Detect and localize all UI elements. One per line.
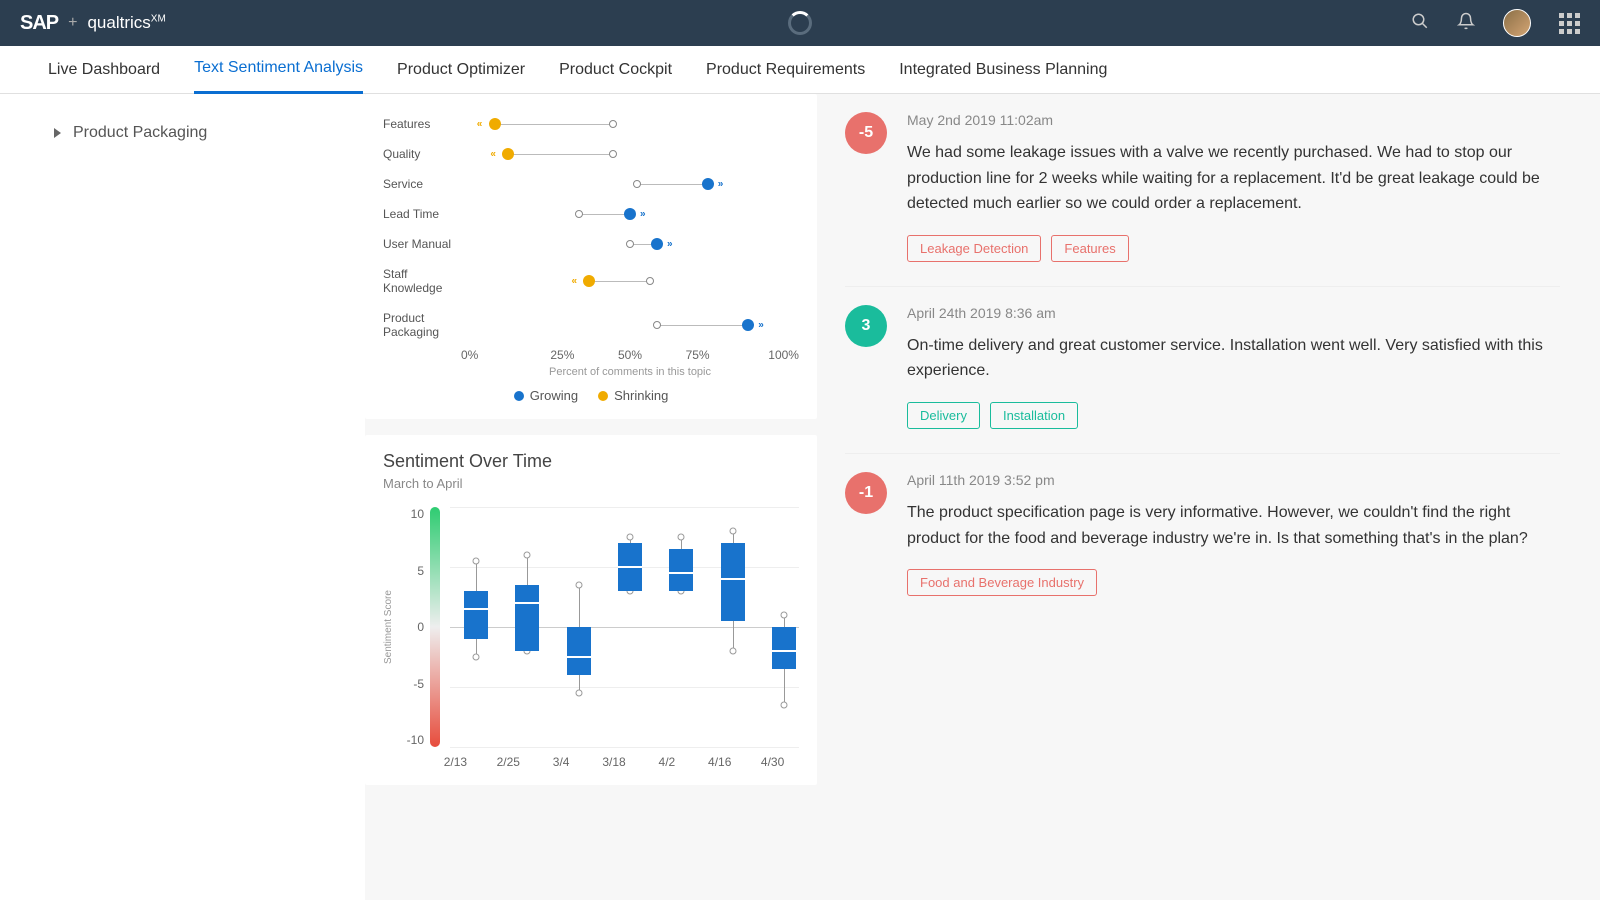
comment-date: April 11th 2019 3:52 pm	[907, 472, 1560, 488]
tab-integrated-business-planning[interactable]: Integrated Business Planning	[899, 46, 1107, 94]
sidebar: Product Packaging	[0, 94, 365, 900]
dotchart-xaxis-label: Percent of comments in this topic	[461, 366, 799, 378]
nav-tabs: Live Dashboard Text Sentiment Analysis Pro…	[0, 46, 1600, 94]
sentiment-over-time-chart: Sentiment Over Time March to April Senti…	[365, 435, 817, 785]
comment-text: The product specification page is very i…	[907, 500, 1560, 551]
qualtrics-logo: qualtricsXM	[87, 13, 165, 33]
dotchart-row-label: Lead Time	[383, 207, 461, 221]
tag[interactable]: Delivery	[907, 402, 980, 429]
dotchart-row: User Manual»	[383, 230, 799, 258]
dotchart-row-label: Features	[383, 117, 461, 131]
comment-text: We had some leakage issues with a valve …	[907, 140, 1560, 217]
dotchart-row-label: Service	[383, 177, 461, 191]
boxplot-box	[772, 627, 796, 669]
tab-product-cockpit[interactable]: Product Cockpit	[559, 46, 672, 94]
comment-tags: Leakage Detection Features	[907, 235, 1560, 262]
dotchart-legend: Growing Shrinking	[383, 388, 799, 403]
sentiment-subtitle: March to April	[383, 476, 799, 491]
search-icon[interactable]	[1411, 12, 1429, 35]
sentiment-plot	[450, 507, 799, 747]
header-actions	[1411, 9, 1580, 37]
brand-plus: +	[68, 14, 77, 32]
brand-block: SAP + qualtricsXM	[20, 12, 166, 35]
dotchart-row: Service»	[383, 170, 799, 198]
user-avatar[interactable]	[1503, 9, 1531, 37]
dotchart-row: Features«	[383, 110, 799, 138]
boxplot-box	[464, 591, 488, 639]
topic-trend-chart: Features«Quality«Service»Lead Time»User …	[365, 94, 817, 419]
tab-live-dashboard[interactable]: Live Dashboard	[48, 46, 160, 94]
tab-product-requirements[interactable]: Product Requirements	[706, 46, 865, 94]
dotchart-row: Quality«	[383, 140, 799, 168]
comment-item: -5 May 2nd 2019 11:02am We had some leakag…	[845, 94, 1560, 287]
dotchart-xaxis: 0%25%50%75%100%	[461, 348, 799, 362]
boxplot-box	[515, 585, 539, 651]
comment-text: On-time delivery and great customer serv…	[907, 333, 1560, 384]
app-header: SAP + qualtricsXM	[0, 0, 1600, 46]
comment-tags: Delivery Installation	[907, 402, 1560, 429]
boxplot-box	[567, 627, 591, 675]
dotchart-row-label: Product Packaging	[383, 311, 461, 340]
sentiment-xaxis: 2/132/253/43/184/24/164/30	[429, 755, 799, 769]
dotchart-row: Lead Time»	[383, 200, 799, 228]
comments-list: -5 May 2nd 2019 11:02am We had some leakag…	[845, 94, 1600, 900]
sentiment-score-badge: -1	[845, 472, 887, 514]
comment-item: 3 April 24th 2019 8:36 am On-time delivery…	[845, 287, 1560, 454]
dotchart-row: Staff Knowledge«	[383, 260, 799, 302]
comment-item: -1 April 11th 2019 3:52 pm The product spe…	[845, 454, 1560, 620]
sentiment-gradient	[430, 507, 440, 747]
dotchart-track: »	[461, 200, 799, 228]
tag[interactable]: Leakage Detection	[907, 235, 1041, 262]
legend-item: Growing	[514, 388, 578, 403]
tag[interactable]: Food and Beverage Industry	[907, 569, 1097, 596]
sentiment-yaxis-label: Sentiment Score	[383, 507, 394, 747]
sentiment-score-badge: -5	[845, 112, 887, 154]
sidebar-item-label: Product Packaging	[73, 124, 207, 142]
apps-icon[interactable]	[1559, 13, 1580, 34]
sentiment-yaxis: 1050-5-10	[400, 507, 424, 747]
comment-tags: Food and Beverage Industry	[907, 569, 1560, 596]
bell-icon[interactable]	[1457, 12, 1475, 35]
dotchart-row: Product Packaging»	[383, 304, 799, 346]
dotchart-row-label: Quality	[383, 147, 461, 161]
dotchart-track: «	[461, 260, 799, 302]
boxplot-box	[669, 549, 693, 591]
expand-icon	[54, 128, 61, 138]
boxplot-box	[721, 543, 745, 621]
legend-item: Shrinking	[598, 388, 668, 403]
comment-date: April 24th 2019 8:36 am	[907, 305, 1560, 321]
sap-logo: SAP	[20, 12, 58, 35]
comment-date: May 2nd 2019 11:02am	[907, 112, 1560, 128]
dotchart-track: »	[461, 170, 799, 198]
sidebar-item-product-packaging[interactable]: Product Packaging	[54, 124, 335, 142]
dotchart-row-label: User Manual	[383, 237, 461, 251]
dotchart-track: «	[461, 140, 799, 168]
dotchart-track: «	[461, 110, 799, 138]
dotchart-track: »	[461, 304, 799, 346]
dotchart-track: »	[461, 230, 799, 258]
sentiment-score-badge: 3	[845, 305, 887, 347]
loading-spinner	[788, 11, 812, 35]
tag[interactable]: Installation	[990, 402, 1078, 429]
sentiment-title: Sentiment Over Time	[383, 451, 799, 472]
tag[interactable]: Features	[1051, 235, 1128, 262]
dotchart-row-label: Staff Knowledge	[383, 267, 461, 296]
tab-product-optimizer[interactable]: Product Optimizer	[397, 46, 525, 94]
tab-text-sentiment-analysis[interactable]: Text Sentiment Analysis	[194, 46, 363, 94]
